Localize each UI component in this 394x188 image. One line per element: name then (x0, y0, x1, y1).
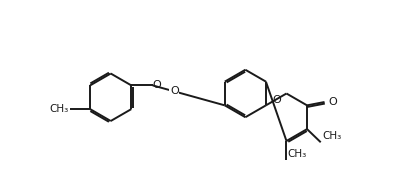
Text: O: O (272, 95, 281, 105)
Text: CH₃: CH₃ (322, 130, 342, 141)
Text: CH₃: CH₃ (288, 149, 307, 158)
Text: O: O (328, 97, 337, 107)
Text: CH₃: CH₃ (50, 104, 69, 114)
Text: O: O (152, 80, 161, 90)
Text: O: O (170, 86, 179, 96)
